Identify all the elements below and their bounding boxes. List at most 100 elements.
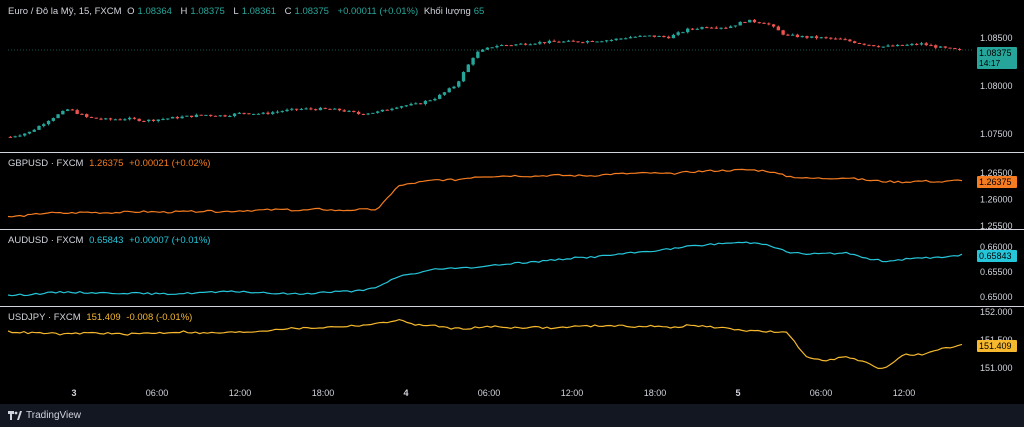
- candle-body: [99, 118, 103, 120]
- candle-body: [647, 35, 652, 37]
- candle-body: [180, 116, 184, 119]
- candle-body: [938, 46, 943, 48]
- tradingview-logo-icon: [8, 411, 22, 420]
- ohlc-open: O 1.08364: [127, 6, 175, 17]
- candle-body: [380, 109, 385, 112]
- candle-body: [881, 46, 885, 48]
- candle-body: [232, 113, 237, 116]
- candle-body: [738, 22, 742, 26]
- candle-body: [37, 125, 41, 130]
- price-axis-tick: 1.07500: [980, 129, 1013, 139]
- candle-body: [127, 117, 132, 120]
- candle-body: [356, 112, 361, 114]
- close-label: C: [284, 6, 292, 17]
- high-value: 1.08375: [190, 6, 225, 17]
- candle-body: [423, 100, 428, 105]
- candle-body: [166, 118, 170, 120]
- candle-body: [585, 40, 590, 43]
- candle-body: [318, 107, 323, 111]
- candle-body: [85, 114, 89, 117]
- candle-body: [690, 28, 695, 30]
- candle-body: [910, 43, 914, 45]
- candle-body: [395, 107, 399, 109]
- candle-body: [137, 118, 141, 122]
- change-value: +0.00011 (+0.01%): [337, 6, 419, 17]
- candle-body: [94, 117, 98, 119]
- candle-body: [776, 26, 781, 31]
- candle-body: [590, 40, 594, 42]
- candle-body: [189, 115, 194, 118]
- candle-body: [213, 115, 218, 117]
- gbpusd-symbol[interactable]: GBPUSD · FXCM: [8, 158, 84, 169]
- candle-body: [42, 124, 46, 126]
- candle-body: [80, 113, 84, 115]
- candle-body: [709, 27, 714, 29]
- candle-body: [285, 109, 289, 112]
- candle-body: [466, 64, 470, 73]
- price-axis-tick: 1.08500: [980, 33, 1013, 43]
- candle-body: [547, 40, 552, 44]
- candle-body: [228, 115, 232, 117]
- audusd-value: 0.65843: [89, 235, 124, 246]
- candle-body: [705, 27, 709, 29]
- ohlc-close: C 1.08375: [285, 6, 332, 17]
- candle-body: [61, 110, 65, 115]
- candle-body: [323, 107, 327, 109]
- gbpusd-change: +0.00021 (+0.02%): [129, 158, 211, 169]
- candle-body: [953, 48, 957, 50]
- candle-body: [752, 19, 757, 23]
- candle-body: [771, 24, 776, 27]
- candle-body: [490, 47, 494, 49]
- candle-body: [299, 108, 304, 110]
- price-axis-tick: 1.26000: [980, 195, 1013, 205]
- time-axis-tick: 12:00: [561, 388, 584, 398]
- candle-body: [714, 27, 719, 29]
- candle-body: [538, 42, 542, 44]
- candle-body: [304, 108, 308, 110]
- candle-body: [562, 41, 566, 43]
- candle-body: [151, 119, 156, 122]
- candle-body: [337, 108, 342, 111]
- candle-body: [433, 98, 437, 101]
- candle-body: [352, 110, 356, 113]
- candle-body: [32, 129, 36, 132]
- usdjpy-price-tag: 151.409: [977, 340, 1017, 352]
- candle-body: [542, 42, 547, 44]
- candle-body: [223, 115, 227, 117]
- candle-body: [895, 44, 900, 47]
- audusd-symbol[interactable]: AUDUSD · FXCM: [8, 235, 84, 246]
- candle-body: [552, 40, 556, 42]
- candle-body: [256, 113, 261, 115]
- candle-body: [46, 120, 51, 125]
- time-axis-tick: 18:00: [312, 388, 335, 398]
- candle-body: [614, 38, 618, 40]
- symbol-title[interactable]: Euro / Đô la Mỹ, 15, FXCM: [8, 6, 122, 17]
- candle-body: [342, 110, 346, 112]
- candle-body: [790, 34, 795, 36]
- candle-body: [404, 105, 408, 107]
- tradingview-brand[interactable]: TradingView: [8, 410, 81, 421]
- usdjpy-symbol[interactable]: USDJPY · FXCM: [8, 312, 81, 323]
- candle-body: [242, 112, 246, 114]
- series-line: [7, 241, 963, 297]
- candle-body: [915, 43, 919, 45]
- candle-body: [471, 57, 475, 65]
- volume-label: Khối lượng: [423, 6, 471, 17]
- candle-body: [624, 38, 628, 40]
- candle-body: [666, 36, 671, 39]
- gbpusd-price-tag: 1.26375: [977, 176, 1017, 188]
- candle-body: [686, 28, 690, 33]
- candle-body: [824, 37, 828, 39]
- candle-body: [519, 43, 523, 45]
- candle-body: [581, 42, 585, 44]
- candle-body: [237, 112, 242, 114]
- candle-body: [728, 26, 733, 29]
- candle-body: [566, 40, 571, 42]
- candle-body: [175, 116, 180, 119]
- candle-body: [523, 43, 528, 45]
- usdjpy-legend: USDJPY · FXCM 151.409 -0.008 (-0.01%): [8, 312, 195, 323]
- candle-body: [132, 117, 137, 119]
- candle-body: [891, 45, 895, 47]
- open-label: O: [127, 6, 135, 17]
